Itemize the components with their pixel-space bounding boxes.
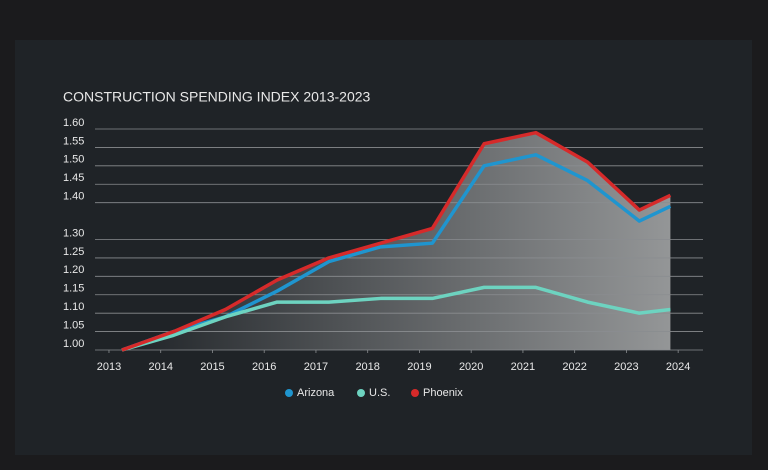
x-tick-label: 2020 bbox=[459, 361, 483, 373]
legend-label: Arizona bbox=[297, 387, 335, 399]
y-tick-label: 1.40 bbox=[63, 191, 84, 203]
y-tick-label: 1.05 bbox=[63, 319, 84, 331]
y-tick-label: 1.45 bbox=[63, 172, 84, 184]
x-tick-label: 2017 bbox=[304, 361, 328, 373]
legend-label: Phoenix bbox=[423, 387, 463, 399]
y-tick-label: 1.60 bbox=[63, 117, 84, 129]
legend-marker bbox=[411, 389, 419, 397]
series-line bbox=[121, 285, 671, 352]
x-tick-label: 2024 bbox=[666, 361, 690, 373]
x-tick-label: 2023 bbox=[614, 361, 638, 373]
y-tick-label: 1.20 bbox=[63, 264, 84, 276]
x-tick-label: 2016 bbox=[252, 361, 276, 373]
y-tick-label: 1.00 bbox=[63, 338, 84, 350]
y-tick-label: 1.50 bbox=[63, 154, 84, 166]
area bbox=[121, 132, 671, 350]
x-tick-label: 2013 bbox=[97, 361, 121, 373]
legend-marker bbox=[285, 389, 293, 397]
y-tick-label: 1.30 bbox=[63, 227, 84, 239]
x-tick-label: 2014 bbox=[148, 361, 172, 373]
x-tick-label: 2021 bbox=[511, 361, 535, 373]
series-line bbox=[121, 130, 672, 352]
chart-title: CONSTRUCTION SPENDING INDEX 2013-2023 bbox=[63, 89, 371, 105]
legend-label: U.S. bbox=[369, 387, 390, 399]
x-tick-label: 2022 bbox=[562, 361, 586, 373]
y-tick-label: 1.55 bbox=[63, 135, 84, 147]
y-tick-label: 1.25 bbox=[63, 246, 84, 258]
x-tick-label: 2019 bbox=[407, 361, 431, 373]
plot: 1.00 1.05 1.10 1.15 1.20 1.25 1.30 1.40 1.45 1.50… bbox=[63, 117, 703, 373]
y-tick-label: 1.15 bbox=[63, 283, 84, 295]
legend-marker bbox=[357, 389, 365, 397]
x-tick-label: 2018 bbox=[355, 361, 379, 373]
y-tick-label: 1.10 bbox=[63, 301, 84, 313]
x-tick-label: 2015 bbox=[200, 361, 224, 373]
